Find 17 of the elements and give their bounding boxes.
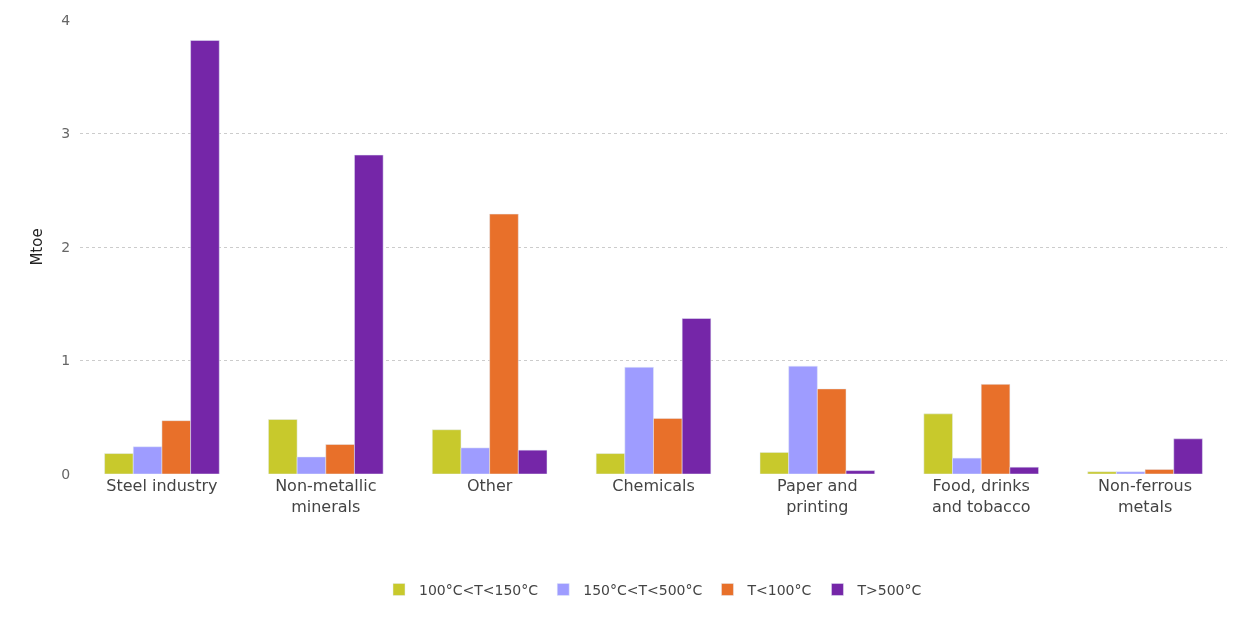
x-tick-label: Non-metallic minerals bbox=[275, 476, 377, 516]
legend-label: 150°C<T<500°C bbox=[583, 581, 703, 598]
legend-label: T>500°C bbox=[856, 581, 922, 598]
legend-label: T<100°C bbox=[746, 581, 812, 598]
x-tick-label: Food, drinks and tobacco bbox=[931, 476, 1031, 516]
x-tick-label: Other bbox=[466, 476, 513, 495]
x-tick-label: Steel industry bbox=[106, 476, 218, 495]
x-tick-label: Chemicals bbox=[612, 476, 695, 495]
y-tick-label: 4 bbox=[61, 11, 71, 28]
x-tick-label: Paper and printing bbox=[777, 476, 858, 516]
y-tick-label: 1 bbox=[61, 352, 71, 369]
y-tick-label: 0 bbox=[61, 465, 71, 482]
y-tick-label: 2 bbox=[61, 238, 71, 255]
y-axis-title: Mtoe bbox=[27, 228, 46, 266]
y-tick-label: 3 bbox=[61, 125, 71, 142]
x-tick-label: Non-ferrous metals bbox=[1098, 476, 1193, 516]
legend-label: 100°C<T<150°C bbox=[419, 581, 539, 598]
